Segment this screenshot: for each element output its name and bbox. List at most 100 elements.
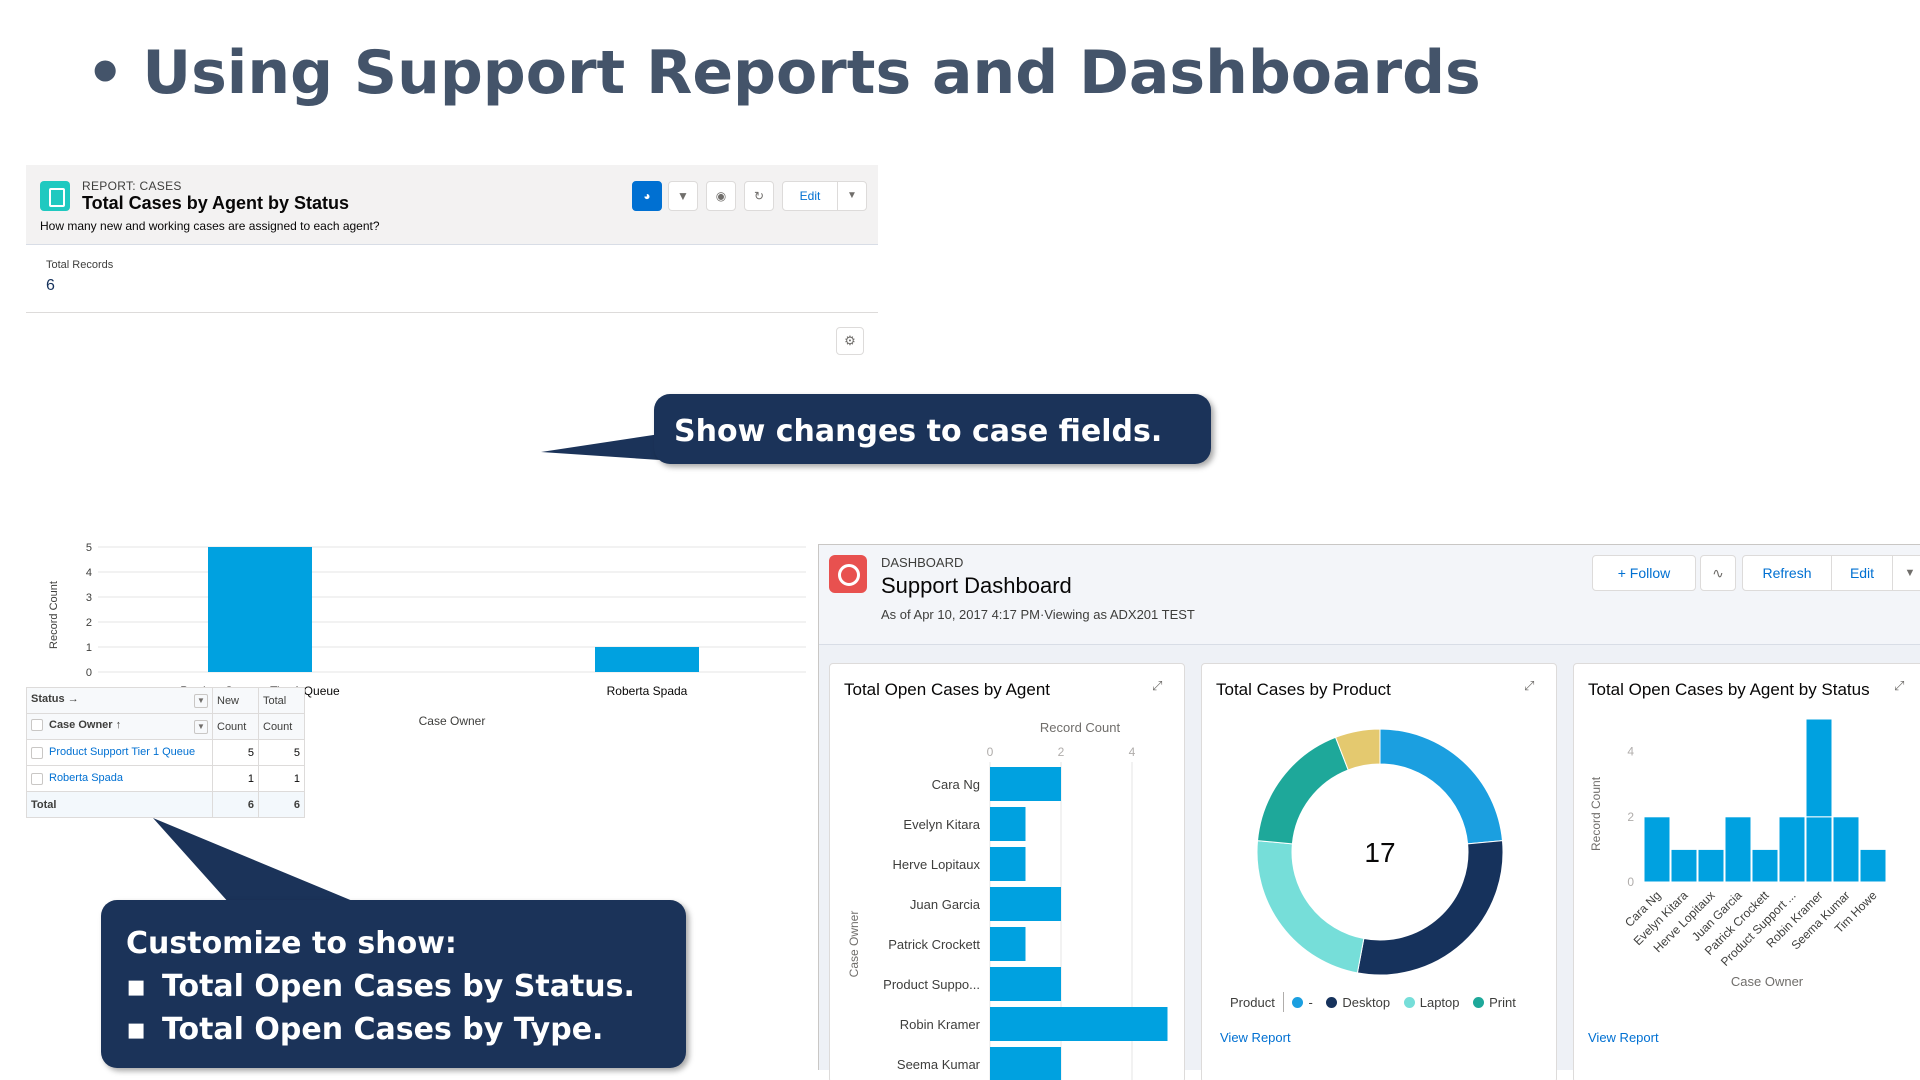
bar xyxy=(990,807,1026,841)
donut-center-label: 17 xyxy=(1364,837,1395,868)
legend-label: Desktop xyxy=(1342,995,1391,1010)
activity-button[interactable]: ∿ xyxy=(1700,555,1736,591)
gear-icon: ⚙ xyxy=(844,333,856,348)
chart-toggle-button[interactable]: ◕ xyxy=(632,181,662,211)
report-header: REPORT: CASES Total Cases by Agent by St… xyxy=(26,165,878,245)
report-title: Total Cases by Agent by Status xyxy=(82,193,350,213)
bar xyxy=(990,887,1061,921)
report-icon xyxy=(40,181,70,211)
report-edit-button[interactable]: Edit xyxy=(782,181,838,211)
y-tick-label: 2 xyxy=(1627,810,1634,824)
chart-settings-button[interactable]: ⚙ xyxy=(836,327,864,355)
card-title: Total Open Cases by Agent by Status xyxy=(1588,680,1870,699)
callout-top-text: Show changes to case fields. xyxy=(674,414,1163,449)
total-records-label: Total Records xyxy=(46,259,114,271)
bar-segment xyxy=(1805,816,1833,883)
card-open-cases-by-agent-status: Total Open Cases by Agent by Status ⤢ 0 2… xyxy=(1573,663,1920,1080)
dashboard-header: DASHBOARD Support Dashboard As of Apr 10… xyxy=(819,545,1920,645)
category-label: Seema Kumar xyxy=(897,1057,981,1072)
legend-swatch xyxy=(1473,997,1485,1008)
owner-link[interactable]: Product Support Tier 1 Queue xyxy=(49,746,196,759)
owner-link[interactable]: Roberta Spada xyxy=(49,772,123,785)
view-report-link[interactable]: View Report xyxy=(1220,1030,1291,1045)
case-owner-header-label: Case Owner xyxy=(49,719,113,731)
bar xyxy=(990,1007,1168,1041)
title-bullet: • xyxy=(86,38,125,108)
report-kicker: REPORT: CASES xyxy=(82,179,182,193)
dashboard-edit-button[interactable]: Edit xyxy=(1831,555,1893,591)
category-label: Herve Lopitaux xyxy=(893,857,981,872)
dashboard-menu-button[interactable]: ▼ xyxy=(1892,555,1920,591)
legend-swatch xyxy=(1292,997,1304,1008)
new-count-cell: 5 xyxy=(212,739,259,766)
table-row: Roberta Spada 1 1 xyxy=(26,765,305,792)
chart-type-button[interactable]: ◉ xyxy=(706,181,736,211)
category-label: Patrick Crockett xyxy=(888,937,980,952)
refresh-button[interactable]: ↻ xyxy=(744,181,774,211)
bar-segment xyxy=(1778,816,1806,883)
donut-slice xyxy=(1256,840,1365,974)
owner-cell[interactable]: Roberta Spada xyxy=(26,765,213,792)
column-menu-icon[interactable]: ▼ xyxy=(194,720,208,734)
product-legend: Product - Desktop Laptop Print xyxy=(1230,992,1526,1012)
slide-title-text: Using Support Reports and Dashboards xyxy=(142,38,1481,108)
dashboard-icon xyxy=(829,555,867,593)
legend-item[interactable]: Laptop xyxy=(1403,995,1460,1010)
legend-item[interactable]: Print xyxy=(1473,995,1516,1010)
x-tick-label: 4 xyxy=(1129,745,1136,759)
y-tick-label: 0 xyxy=(86,667,92,679)
y-tick-label: 2 xyxy=(86,617,92,629)
legend-item[interactable]: - xyxy=(1292,995,1313,1010)
legend-item[interactable]: Desktop xyxy=(1326,995,1390,1010)
bar-segment xyxy=(1643,816,1671,883)
category-label: Robin Kramer xyxy=(900,1017,981,1032)
summary-table: Status → ▼ New Total Case Owner ↑ ▼ Count … xyxy=(26,687,305,818)
legend-swatch xyxy=(1403,997,1415,1008)
expand-icon[interactable]: ⤢ xyxy=(1894,678,1905,693)
chart-icon: ◉ xyxy=(715,189,727,203)
count-header: Count xyxy=(212,713,259,740)
checkbox[interactable] xyxy=(31,719,43,732)
checkbox[interactable] xyxy=(31,746,43,759)
y-tick-label: 5 xyxy=(86,542,92,554)
follow-button[interactable]: + Follow xyxy=(1592,555,1696,591)
bar xyxy=(595,647,699,672)
donut-slice xyxy=(1379,728,1504,845)
expand-icon[interactable]: ⤢ xyxy=(1152,678,1163,693)
bar xyxy=(990,967,1061,1001)
refresh-button[interactable]: Refresh xyxy=(1742,555,1832,591)
category-label: Product Suppo... xyxy=(883,977,980,992)
bar-segment xyxy=(1859,848,1887,883)
expand-icon[interactable]: ⤢ xyxy=(1524,678,1535,693)
report-divider xyxy=(26,312,878,313)
bar xyxy=(990,847,1026,881)
pulse-icon: ∿ xyxy=(1712,565,1724,581)
y-tick-label: 3 xyxy=(86,592,92,604)
report-menu-button[interactable]: ▼ xyxy=(837,181,867,211)
legend-label: Laptop xyxy=(1419,995,1460,1010)
bar-segment xyxy=(1697,848,1725,883)
total-row-label: Total xyxy=(26,791,213,818)
sort-ascending-icon: ↑ xyxy=(115,719,122,731)
column-menu-icon[interactable]: ▼ xyxy=(194,694,208,708)
case-owner-header[interactable]: Case Owner ↑ ▼ xyxy=(26,713,213,740)
filter-button[interactable]: ▼ xyxy=(668,181,698,211)
bar xyxy=(208,547,312,672)
bar xyxy=(990,1047,1061,1080)
bar xyxy=(990,927,1026,961)
card-title: Total Cases by Product xyxy=(1216,680,1391,699)
bar-segment xyxy=(1670,848,1698,883)
dashboard-subtitle: As of Apr 10, 2017 4:17 PM·Viewing as AD… xyxy=(881,607,1195,622)
agent-bar-chart: Record Count 0 2 4 Cara Ng Evelyn Kitara Herve… xyxy=(847,720,1168,1080)
view-report-link[interactable]: View Report xyxy=(1588,1030,1659,1045)
checkbox[interactable] xyxy=(31,772,43,785)
dashboard-kicker: DASHBOARD xyxy=(881,555,964,570)
legend-label: - xyxy=(1308,995,1313,1010)
product-donut-chart: 17 xyxy=(1256,728,1504,976)
table-total-row: Total 6 6 xyxy=(26,791,305,818)
callout-top-tail xyxy=(541,434,660,460)
dashboard-title: Support Dashboard xyxy=(881,573,1072,598)
